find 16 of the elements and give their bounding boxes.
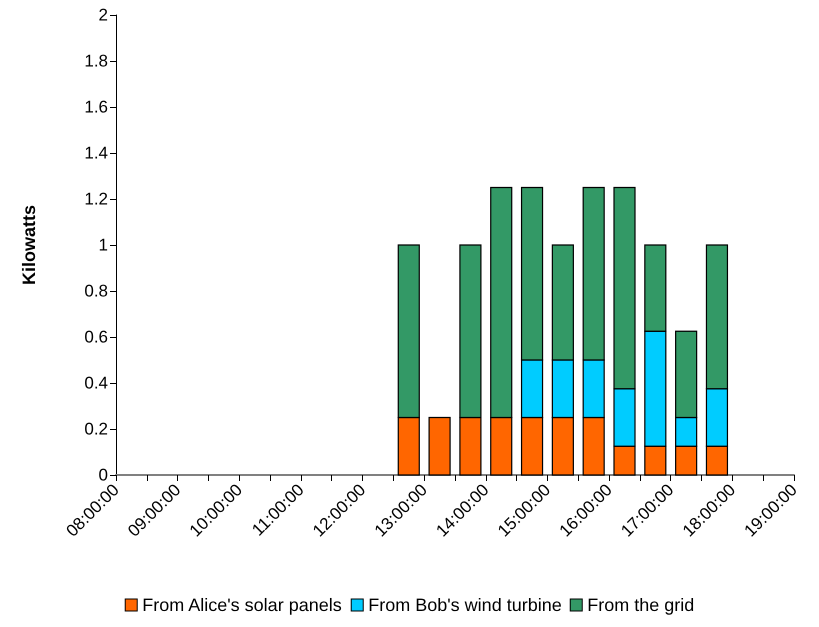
y-tick-label: 1.4 [84, 144, 108, 162]
y-tick-label: 2 [98, 6, 108, 24]
y-tick-label: 1.2 [84, 190, 108, 208]
y-tick-label: 0.6 [84, 328, 108, 346]
y-tick-label: 1.8 [84, 52, 108, 70]
bar [428, 416, 451, 476]
legend-label: From the grid [587, 595, 694, 615]
y-tick-label: 0 [98, 466, 108, 484]
legend-label: From Bob's wind turbine [368, 595, 562, 615]
y-tick-label: 1 [98, 236, 108, 254]
y-tick-label: 0.4 [84, 374, 108, 392]
y-axis-title: Kilowatts [19, 204, 39, 286]
y-tick-label: 1.6 [84, 98, 108, 116]
legend-label: From Alice's solar panels [142, 595, 342, 615]
y-tick-label: 0.2 [84, 420, 108, 438]
y-tick-label: 0.8 [84, 282, 108, 300]
